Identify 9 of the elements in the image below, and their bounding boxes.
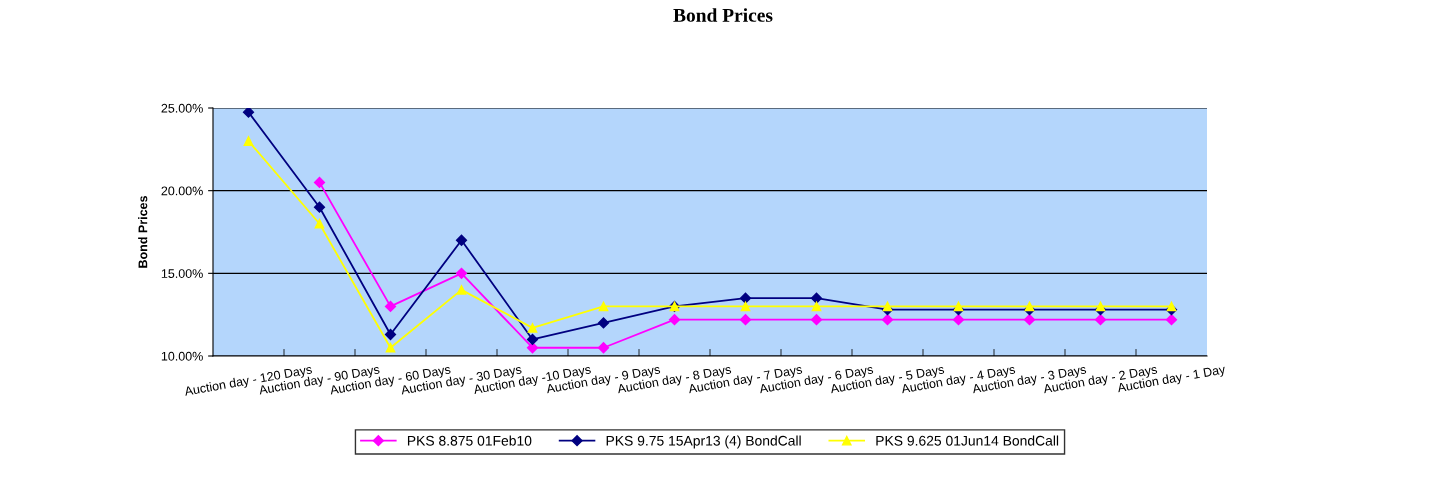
legend-label: PKS 9.75 15Apr13 (4) BondCall (606, 435, 801, 449)
y-tick-label: 20.00% (161, 186, 203, 196)
y-tick-label: 25.00% (161, 103, 203, 113)
legend-label: PKS 9.625 01Jun14 BondCall (876, 435, 1059, 446)
y-axis-title: Bond Prices (138, 196, 148, 268)
y-tick-label: 10.00% (161, 351, 203, 361)
y-tick-label: 15.00% (161, 269, 203, 278)
legend-label: PKS 8.875 01Feb10 (407, 435, 532, 446)
chart-title: Bond Prices (673, 8, 773, 22)
